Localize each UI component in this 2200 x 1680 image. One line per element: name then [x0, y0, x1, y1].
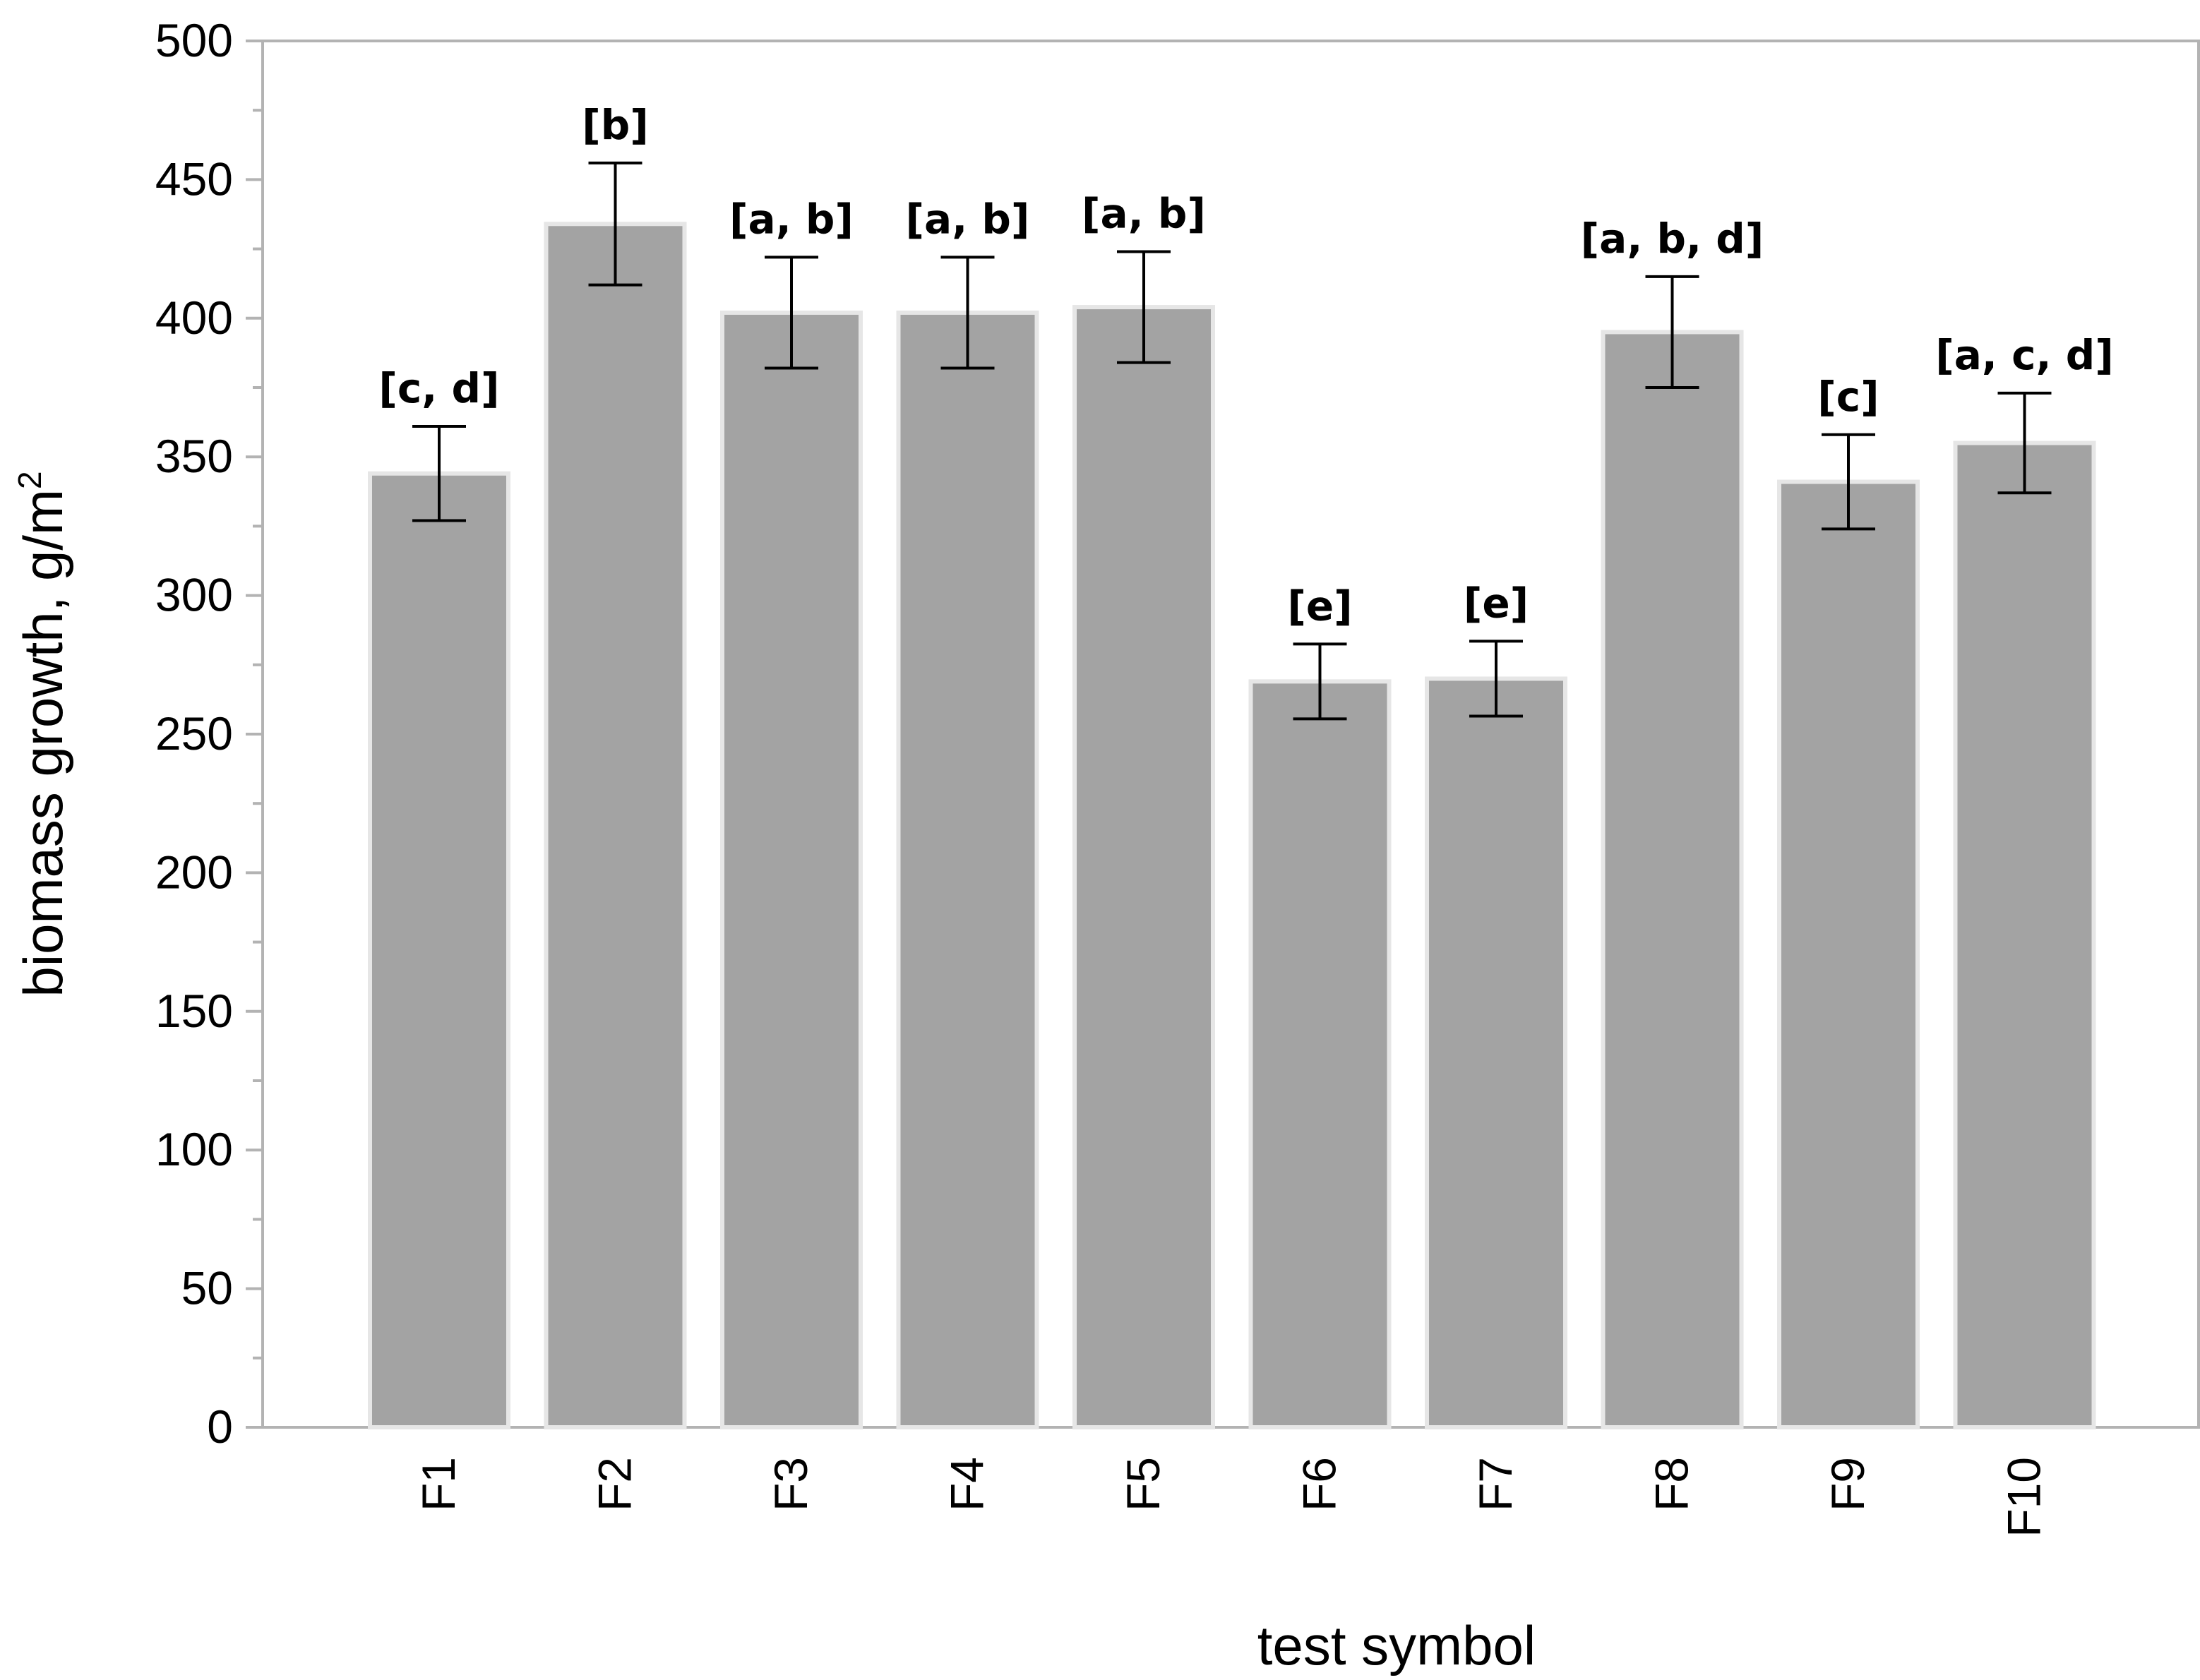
significance-label: [a, b]	[729, 195, 854, 243]
y-tick-label: 50	[181, 1262, 233, 1314]
significance-label: [a, b]	[1082, 190, 1206, 238]
significance-label: [c, d]	[378, 364, 499, 412]
bar-f2	[544, 222, 687, 1429]
x-axis-title: test symbol	[1257, 1614, 1536, 1676]
y-tick-label: 100	[155, 1123, 233, 1175]
bar-f7	[1425, 676, 1567, 1430]
bar-f9	[1777, 479, 1920, 1429]
bar-f4	[896, 310, 1039, 1430]
x-tick-label: F7	[1469, 1457, 1522, 1511]
x-axis: F1 F2 F3 F4 F5 F6 F7 F8 F9 F10	[412, 1457, 2050, 1537]
x-tick-label: F5	[1117, 1457, 1169, 1511]
y-axis-title-superscript: 2	[11, 471, 48, 489]
y-tick-label: 350	[155, 430, 233, 482]
bar-f6	[1248, 679, 1392, 1429]
x-tick-label: F1	[412, 1457, 465, 1511]
significance-label: [e]	[1287, 582, 1352, 630]
bar-f3	[720, 310, 863, 1430]
y-tick-label: 250	[155, 707, 233, 760]
y-axis-title: biomass growth, g/m2	[11, 471, 74, 997]
bar-f5	[1072, 305, 1215, 1429]
y-tick-label: 200	[155, 846, 233, 898]
significance-label: [a, b, d]	[1581, 215, 1764, 263]
x-tick-label: F3	[765, 1457, 817, 1511]
significance-label: [b]	[582, 101, 649, 149]
y-tick-label: 0	[207, 1400, 233, 1453]
y-tick-label: 300	[155, 569, 233, 621]
y-axis-title-text: biomass growth, g/m	[12, 489, 74, 997]
y-tick-label: 450	[155, 152, 233, 205]
significance-label: [a, c, d]	[1935, 331, 2114, 379]
y-axis: 0 50 100 150 200 250 300 350 400 450 500	[155, 14, 263, 1453]
bars-group: [c, d] [b] [a, b] [a, b] [a, b] [e] [e] [a, b, …	[368, 101, 2114, 1430]
x-tick-label: F6	[1293, 1457, 1346, 1511]
bar-f1	[368, 471, 510, 1430]
x-tick-label: F10	[1998, 1457, 2050, 1537]
x-tick-label: F8	[1646, 1457, 1698, 1511]
x-tick-label: F2	[589, 1457, 641, 1511]
significance-label: [e]	[1464, 579, 1529, 627]
y-tick-label: 150	[155, 985, 233, 1037]
x-tick-label: F4	[941, 1457, 993, 1511]
bar-f8	[1601, 330, 1744, 1430]
y-tick-label: 500	[155, 14, 233, 66]
y-tick-label: 400	[155, 292, 233, 344]
x-tick-label: F9	[1822, 1457, 1874, 1511]
bar-f10	[1953, 440, 2096, 1429]
significance-label: [a, b]	[906, 195, 1030, 243]
significance-label: [c]	[1817, 373, 1879, 421]
